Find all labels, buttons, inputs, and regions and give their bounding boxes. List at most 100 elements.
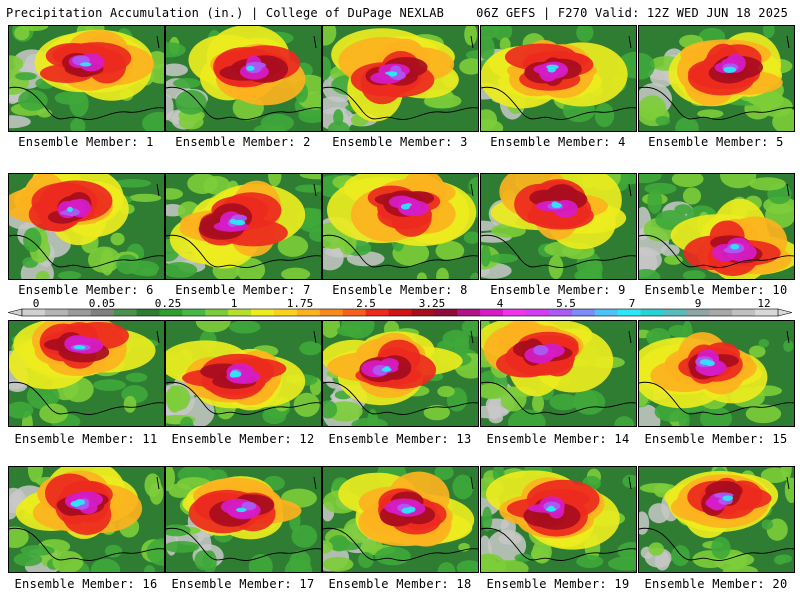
state-line [628,330,632,344]
colorbar-tick-label: 2.5 [356,297,376,310]
colorbar-left-arrow [8,308,23,317]
coastline [323,234,478,268]
member-map-6[interactable] [8,173,165,280]
colorbar-swatch [342,309,366,316]
state-line [628,35,632,49]
member-label: Ensemble Member: 10 [644,283,788,297]
colorbar-tick-label: 1 [230,297,238,310]
colorbar-swatch [503,309,527,316]
colorbar-swatch [709,309,733,316]
member-label: Ensemble Member: 4 [490,135,626,149]
member-label: Ensemble Member: 14 [486,432,630,446]
colorbar-swatch [159,309,183,316]
member-label: Ensemble Member: 9 [490,283,626,297]
coastline [9,527,164,561]
state-line [470,35,474,49]
state-line [156,35,160,49]
colorbar-swatch [296,309,321,316]
colorbar-swatch [113,309,137,316]
colorbar-frame [21,308,779,317]
member-map-2[interactable] [165,25,322,132]
state-line [156,476,160,490]
member-label: Ensemble Member: 3 [332,135,468,149]
colorbar-swatch [755,309,779,316]
member-map-16[interactable] [8,466,165,573]
state-line [628,183,632,197]
member-label: Ensemble Member: 11 [14,432,158,446]
state-line [313,330,317,344]
colorbar-tick-label: 1.75 [286,297,314,310]
colorbar-swatch [90,309,114,316]
coastline [639,527,794,561]
colorbar-tick-label: 4 [496,297,504,310]
colorbar-tick-label: 12 [757,297,771,310]
coastline [639,86,794,120]
coastline [323,86,478,120]
colorbar-swatch [480,309,504,316]
colorbar-tick-label: 0.25 [154,297,182,310]
colorbar-swatch [640,309,664,316]
coastline [481,381,636,415]
coastline [166,234,321,268]
colorbar-swatch [548,309,573,316]
colorbar-swatch [182,309,206,316]
colorbar-swatch [67,309,92,316]
coastline [166,86,321,120]
colorbar-swatch [44,309,69,316]
member-map-17[interactable] [165,466,322,573]
member-label: Ensemble Member: 17 [171,577,315,591]
coastline [166,381,321,415]
coastline [639,234,794,268]
member-map-18[interactable] [322,466,479,573]
coastline [639,381,794,415]
colorbar-swatch [686,309,710,316]
member-map-1[interactable] [8,25,165,132]
colorbar-tick-label: 0.05 [88,297,116,310]
colorbar-swatch [388,309,412,316]
member-map-9[interactable] [480,173,637,280]
coastline [481,86,636,120]
state-line [786,476,790,490]
colorbar-swatch [732,309,756,316]
coastline [481,234,636,268]
state-line [313,476,317,490]
member-map-11[interactable] [8,320,165,427]
colorbar-right-arrow [777,308,792,317]
coastline [9,234,164,268]
state-line [470,183,474,197]
member-map-14[interactable] [480,320,637,427]
member-label: Ensemble Member: 18 [328,577,472,591]
state-line [313,183,317,197]
member-map-5[interactable] [638,25,795,132]
member-map-4[interactable] [480,25,637,132]
colorbar-swatch [274,309,298,316]
colorbar-swatch [457,309,481,316]
colorbar-swatch [251,309,275,316]
member-map-7[interactable] [165,173,322,280]
member-map-3[interactable] [322,25,479,132]
colorbar-swatch [205,309,229,316]
colorbar-swatch [365,309,389,316]
state-line [786,183,790,197]
member-map-10[interactable] [638,173,795,280]
member-label: Ensemble Member: 2 [175,135,311,149]
member-map-15[interactable] [638,320,795,427]
colorbar-tick-label: 9 [694,297,702,310]
state-line [470,476,474,490]
member-map-13[interactable] [322,320,479,427]
colorbar-swatch [571,309,596,316]
member-label: Ensemble Member: 15 [644,432,788,446]
member-label: Ensemble Member: 8 [332,283,468,297]
model-run-valid-time: 06Z GEFS | F270 Valid: 12Z WED JUN 18 20… [476,6,788,20]
colorbar-swatch [22,309,46,316]
member-map-12[interactable] [165,320,322,427]
colorbar-swatch [136,309,160,316]
member-label: Ensemble Member: 12 [171,432,315,446]
member-label: Ensemble Member: 20 [644,577,788,591]
coastline [481,527,636,561]
member-map-8[interactable] [322,173,479,280]
coastline [9,86,164,120]
member-map-19[interactable] [480,466,637,573]
colorbar-swatch [434,309,458,316]
member-map-20[interactable] [638,466,795,573]
